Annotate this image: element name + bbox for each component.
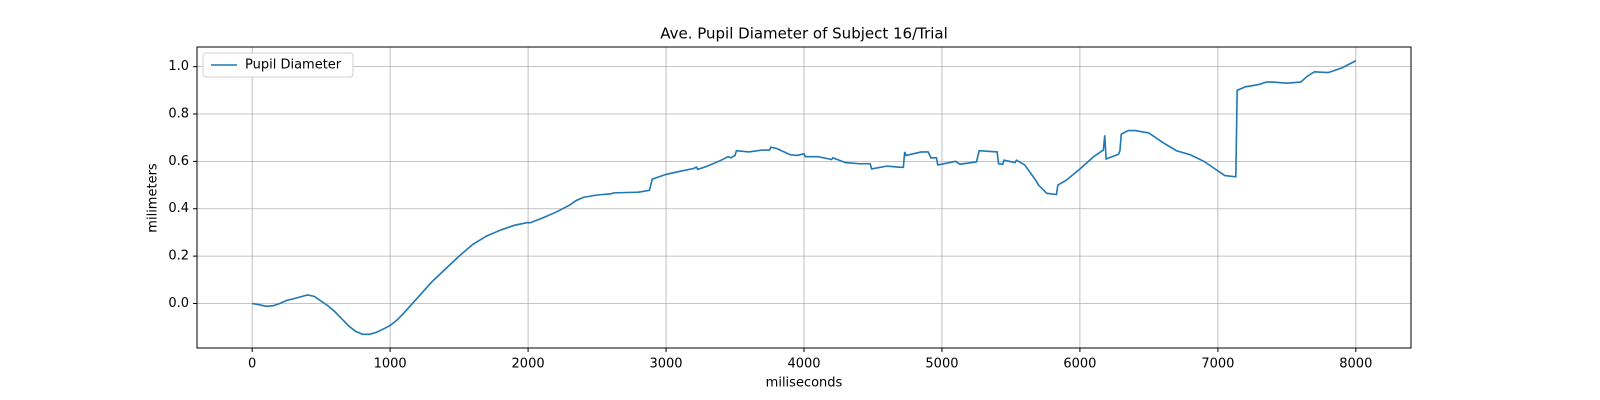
x-tick-label: 7000 bbox=[1201, 357, 1234, 372]
x-tick-label: 2000 bbox=[512, 357, 545, 372]
y-tick-label: 0.4 bbox=[168, 201, 189, 216]
x-axis-label: miliseconds bbox=[766, 376, 843, 391]
x-tick-label: 4000 bbox=[787, 357, 820, 372]
data-line bbox=[252, 60, 1357, 336]
legend-box bbox=[202, 52, 354, 78]
x-tick-label: 3000 bbox=[649, 357, 682, 372]
x-tick-label: 0 bbox=[248, 357, 256, 372]
x-tick-label: 5000 bbox=[925, 357, 958, 372]
y-axis-label: milimeters bbox=[146, 163, 161, 233]
chart-title: Ave. Pupil Diameter of Subject 16/Trial bbox=[660, 25, 948, 43]
legend-label: Pupil Diameter bbox=[245, 58, 342, 73]
y-tick-label: 0.0 bbox=[168, 296, 189, 311]
y-tick-label: 0.2 bbox=[168, 249, 189, 264]
y-tick-label: 0.8 bbox=[168, 107, 189, 122]
x-tick-label: 1000 bbox=[374, 357, 407, 372]
y-tick-label: 0.6 bbox=[168, 154, 189, 169]
x-tick-label: 6000 bbox=[1063, 357, 1096, 372]
y-tick-label: 1.0 bbox=[168, 59, 189, 74]
plot-frame bbox=[196, 46, 1412, 349]
x-tick-label: 8000 bbox=[1339, 357, 1372, 372]
